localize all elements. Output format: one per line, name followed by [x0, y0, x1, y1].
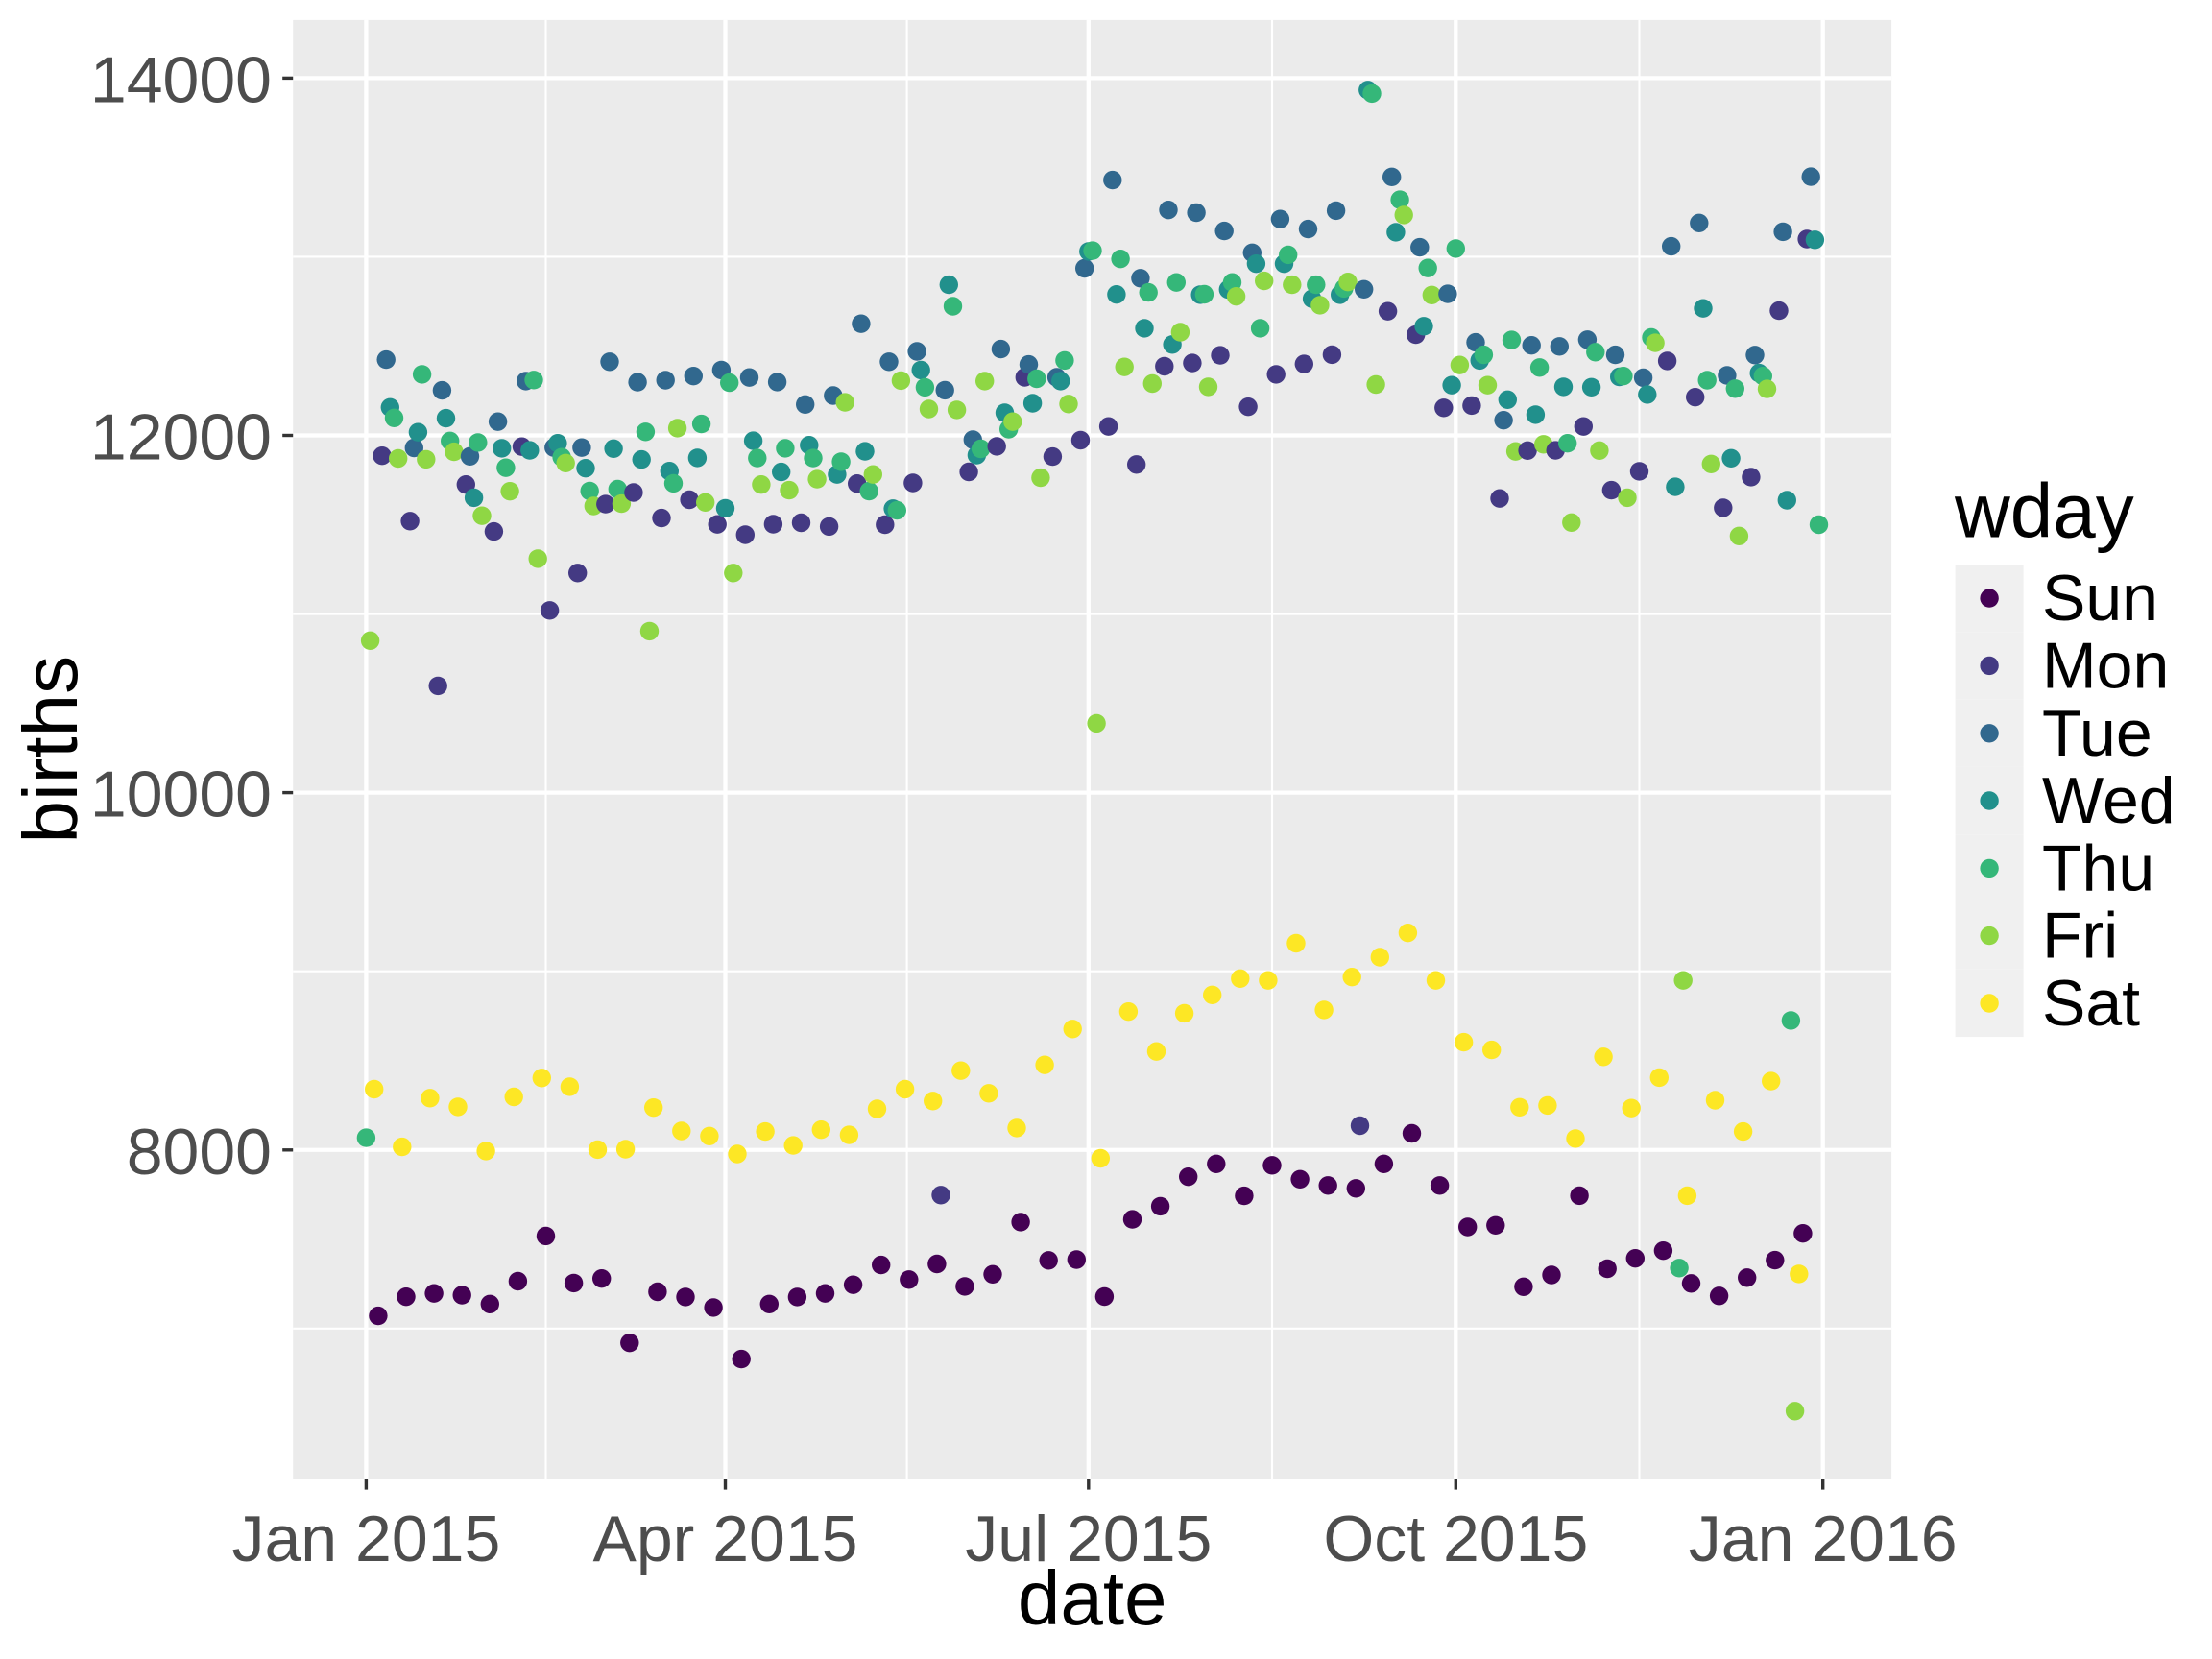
svg-text:Wed: Wed — [2042, 764, 2176, 837]
svg-text:Sat: Sat — [2042, 967, 2140, 1040]
svg-text:Apr 2015: Apr 2015 — [593, 1503, 858, 1575]
svg-text:wday: wday — [1954, 469, 2134, 554]
svg-text:date: date — [1018, 1555, 1167, 1641]
svg-text:Jan 2015: Jan 2015 — [231, 1503, 500, 1575]
svg-text:Tue: Tue — [2042, 697, 2152, 770]
svg-text:Fri: Fri — [2042, 900, 2118, 973]
svg-text:12000: 12000 — [90, 401, 272, 474]
svg-text:Mon: Mon — [2042, 629, 2169, 702]
svg-text:10000: 10000 — [90, 758, 272, 831]
svg-text:Jul 2015: Jul 2015 — [965, 1503, 1212, 1575]
svg-text:8000: 8000 — [127, 1116, 272, 1189]
svg-text:Sun: Sun — [2042, 562, 2158, 635]
svg-text:Jan 2016: Jan 2016 — [1689, 1503, 1958, 1575]
svg-text:births: births — [8, 656, 93, 844]
svg-text:Oct 2015: Oct 2015 — [1323, 1503, 1588, 1575]
svg-text:Thu: Thu — [2042, 831, 2154, 904]
svg-text:14000: 14000 — [90, 43, 272, 116]
